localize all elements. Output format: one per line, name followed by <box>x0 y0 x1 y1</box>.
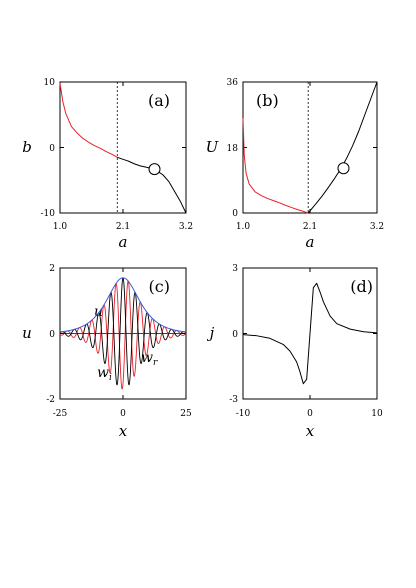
panel-a-xtick-0: 1.0 <box>53 222 68 232</box>
panel-a-ylabel: b <box>22 138 32 156</box>
panel-a-ytick-1: 0 <box>49 144 55 154</box>
panel-d-label: (d) <box>350 277 373 296</box>
annotation-wi-main: w <box>97 365 109 381</box>
panel-b-xlabel: a <box>306 233 315 251</box>
panel-c-xtick-0: -25 <box>53 409 68 419</box>
panel-a-ytick-2: -10 <box>41 209 56 219</box>
panel-c-ytick-0: 2 <box>49 264 55 274</box>
series-wi-line <box>59 280 187 390</box>
annotation-wi: wi <box>97 365 112 383</box>
panel-b-ytick-1: 18 <box>227 144 239 154</box>
panel-a-xtick-1: 2.1 <box>116 222 130 232</box>
panel-a-xlabel: a <box>119 233 128 251</box>
panel-c-xlabel: x <box>119 422 128 440</box>
panel-d-series-black-line <box>242 282 378 385</box>
panel-c-xtick-2: 25 <box>180 409 192 419</box>
panel-a-label: (a) <box>148 91 170 110</box>
panel-a-xtick-2: 3.2 <box>179 222 193 232</box>
panel-b-ytick-2: 0 <box>232 209 238 219</box>
panel-a-ytick-0: 10 <box>44 78 56 88</box>
panel-d-xtick-1: 0 <box>307 409 313 419</box>
panel-d-xtick-0: -10 <box>236 409 251 419</box>
panel-d-ylabel: j <box>207 324 215 342</box>
panel-b-series-black-line <box>307 81 378 214</box>
panel-c-ylabel: u <box>22 324 32 342</box>
panel-b-ylabel: U <box>206 138 220 156</box>
panel-c-ytick-1: 0 <box>49 330 55 340</box>
panel-d-ytick-2: -3 <box>229 395 238 405</box>
series-u-line <box>59 277 187 333</box>
annotation-wi-sub: i <box>109 373 112 383</box>
annotation-u: u <box>94 304 103 320</box>
panel-c: (c) x u -25 0 25 2 0 -2 u wr wi <box>22 264 192 440</box>
panel-b-series-red-line <box>242 118 309 214</box>
panel-d-ytick-0: 3 <box>232 264 238 274</box>
panel-a-series-red-line <box>59 83 118 158</box>
panel-b-xtick-0: 1.0 <box>236 222 251 232</box>
panel-b-label: (b) <box>256 91 279 110</box>
panel-b-ytick-0: 36 <box>227 78 239 88</box>
panel-a: (a) a b 1.0 2.1 3.2 10 0 -10 <box>22 78 193 251</box>
annotation-wr: wr <box>141 350 158 368</box>
annotation-wr-sub: r <box>153 358 158 368</box>
panel-b-xtick-2: 3.2 <box>370 222 384 232</box>
panel-d-xlabel: x <box>306 422 315 440</box>
panel-c-ytick-2: -2 <box>46 395 55 405</box>
panel-b-xtick-1: 2.1 <box>303 222 317 232</box>
panel-d: (d) x j -10 0 10 3 0 -3 <box>207 264 383 440</box>
panel-c-xtick-1: 0 <box>120 409 126 419</box>
panel-b-marker-circle <box>337 162 350 175</box>
annotation-wr-main: w <box>141 350 153 366</box>
panel-c-label: (c) <box>149 277 170 296</box>
panel-d-ytick-1: 0 <box>232 330 238 340</box>
panel-a-marker-circle <box>148 163 161 176</box>
panel-d-xtick-2: 10 <box>371 409 383 419</box>
panel-b: (b) a U 1.0 2.1 3.2 36 18 0 <box>206 78 384 251</box>
